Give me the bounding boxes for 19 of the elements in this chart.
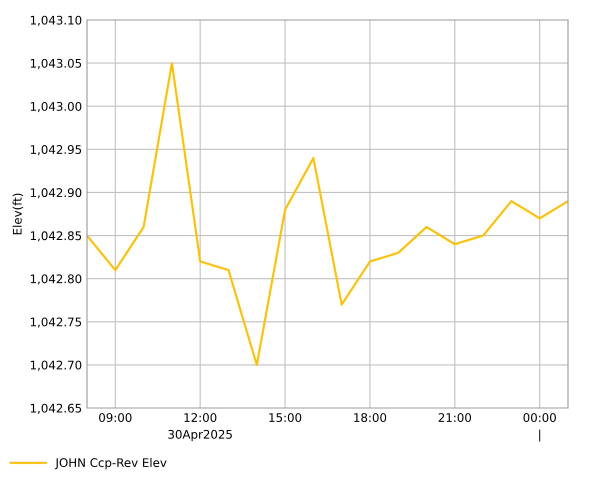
y-tick-label: 1,042.75 [30, 318, 82, 328]
x-tick-label: 09:00 [99, 413, 132, 422]
y-tick-label: 1,043.00 [30, 102, 82, 112]
y-tick-label: 1,042.95 [30, 145, 82, 156]
x-tick-label: 18:00 [354, 413, 386, 422]
y-tick-label: 1,042.65 [30, 404, 82, 414]
x-tick-label: 15:00 [269, 413, 302, 422]
x-tick-label: 21:00 [438, 413, 472, 422]
y-tick-label: 1,042.90 [30, 188, 82, 198]
y-tick-label: 1,042.80 [30, 274, 82, 285]
y-axis-title: Elev(ft) [12, 194, 24, 234]
x-tick-label: 12:00 30Apr2025 [168, 413, 232, 442]
x-tick-label: 00:00 | [523, 413, 556, 442]
y-tick-label: 1,042.70 [30, 360, 82, 371]
y-tick-label: 1,043.10 [30, 16, 82, 26]
y-tick-label: 1,043.05 [30, 58, 82, 69]
line-series [87, 62, 568, 366]
y-tick-label: 1,042.85 [30, 231, 82, 242]
legend-label: JOHN Ccp-Rev Elev [54, 458, 167, 470]
